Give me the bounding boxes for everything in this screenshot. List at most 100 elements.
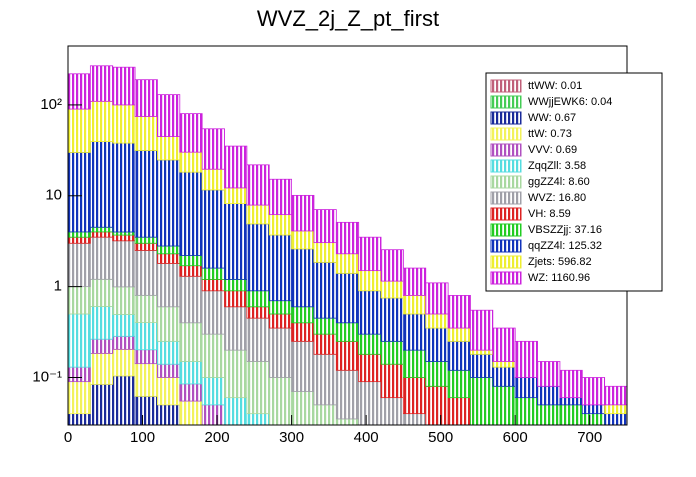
histogram-segment [470,309,494,351]
histogram-segment [134,250,158,296]
histogram-segment [179,113,203,153]
histogram-segment [201,267,225,280]
histogram-segment [268,327,292,378]
y-tick-label: 1 [54,278,62,295]
histogram-segment [179,400,203,425]
histogram-segment [380,297,404,342]
histogram-segment [134,395,158,425]
histogram-segment [358,270,382,292]
histogram-segment [268,178,292,216]
legend-label: ttWW: 0.01 [528,80,582,92]
legend-swatch [490,271,522,285]
histogram-segment [380,397,404,425]
histogram-segment [380,363,404,399]
histogram-segment [112,335,136,350]
histogram-segment [559,404,583,425]
histogram-segment [402,267,427,296]
histogram-segment [402,349,427,378]
histogram-segment [246,306,270,319]
histogram-segment [179,275,203,324]
histogram-segment [112,231,136,236]
x-tick-label: 700 [577,429,602,446]
histogram-segment [201,168,225,191]
legend-swatch [490,95,522,109]
legend-label: ggZZ4l: 8.60 [528,176,590,188]
histogram-segment [514,397,538,425]
histogram-segment [134,116,158,151]
x-tick-label: 100 [130,429,155,446]
histogram-segment [68,152,91,233]
histogram-segment [201,290,225,335]
histogram-segment [246,290,270,308]
histogram-segment [291,340,315,392]
legend-swatch [490,239,522,253]
histogram-segment [201,128,225,170]
histogram-segment [201,404,225,425]
histogram-segment [201,189,225,269]
legend-swatch [490,223,522,237]
chart-title: WVZ_2j_Z_pt_first [257,6,439,31]
histogram-segment [157,404,181,425]
histogram-segment [157,306,181,342]
histogram-segment [68,366,91,383]
histogram-segment [604,413,627,425]
histogram-segment [604,404,627,415]
histogram-segment [246,317,270,362]
histogram-segment [492,366,516,387]
histogram-segment [157,340,181,365]
histogram-segment [492,327,516,362]
histogram-segment [134,242,158,251]
histogram-segment [112,234,136,242]
histogram-segment [425,361,449,387]
histogram-segment [89,100,114,142]
histogram-segment [246,164,270,206]
x-tick-label: 300 [279,429,304,446]
histogram-segment [112,66,136,106]
histogram-segment [134,150,158,238]
histogram-segment [68,242,91,288]
histogram-segment [402,295,427,315]
histogram-segment [425,282,449,315]
histogram-segment [224,306,248,351]
histogram-segment [224,203,248,280]
histogram-segment [447,340,471,371]
histogram-segment [157,159,181,247]
histogram-segment [112,142,136,233]
histogram-segment [68,236,91,244]
histogram-segment [89,383,114,425]
histogram-segment [514,377,538,399]
histogram-segment [447,369,471,399]
histogram-segment [291,322,315,342]
legend-label: ttW: 0.73 [528,128,572,140]
histogram-segment [335,340,360,371]
histogram-segment [179,361,203,385]
histogram-segment [246,223,270,292]
histogram-segment [447,397,471,425]
histogram-segment [89,65,114,102]
legend-label: Zjets: 596.82 [528,256,592,268]
histogram-segment [224,290,248,308]
histogram-segment [313,242,337,263]
legend-label: WW: 0.67 [528,112,576,124]
histogram-segment [89,306,114,340]
histogram-segment [224,279,248,292]
histogram-segment [313,353,337,406]
histogram-segment [68,231,91,238]
histogram-segment [492,361,516,368]
histogram-segment [291,306,315,324]
histogram-segment [134,236,158,244]
y-tick-label: 10⁻¹ [32,368,62,385]
histogram-segment [402,413,427,425]
histogram-segment [358,381,382,425]
histogram-segment [179,255,203,267]
histogram-segment [581,404,606,415]
histogram-segment [268,377,292,425]
histogram-segment [335,322,360,342]
histogram-segment [335,221,360,255]
histogram-segment [134,322,158,351]
histogram-segment [313,404,337,425]
legend-label: VH: 8.59 [528,208,571,220]
histogram-segment [447,327,471,342]
histogram-segment [313,333,337,355]
histogram-segment [68,413,91,425]
